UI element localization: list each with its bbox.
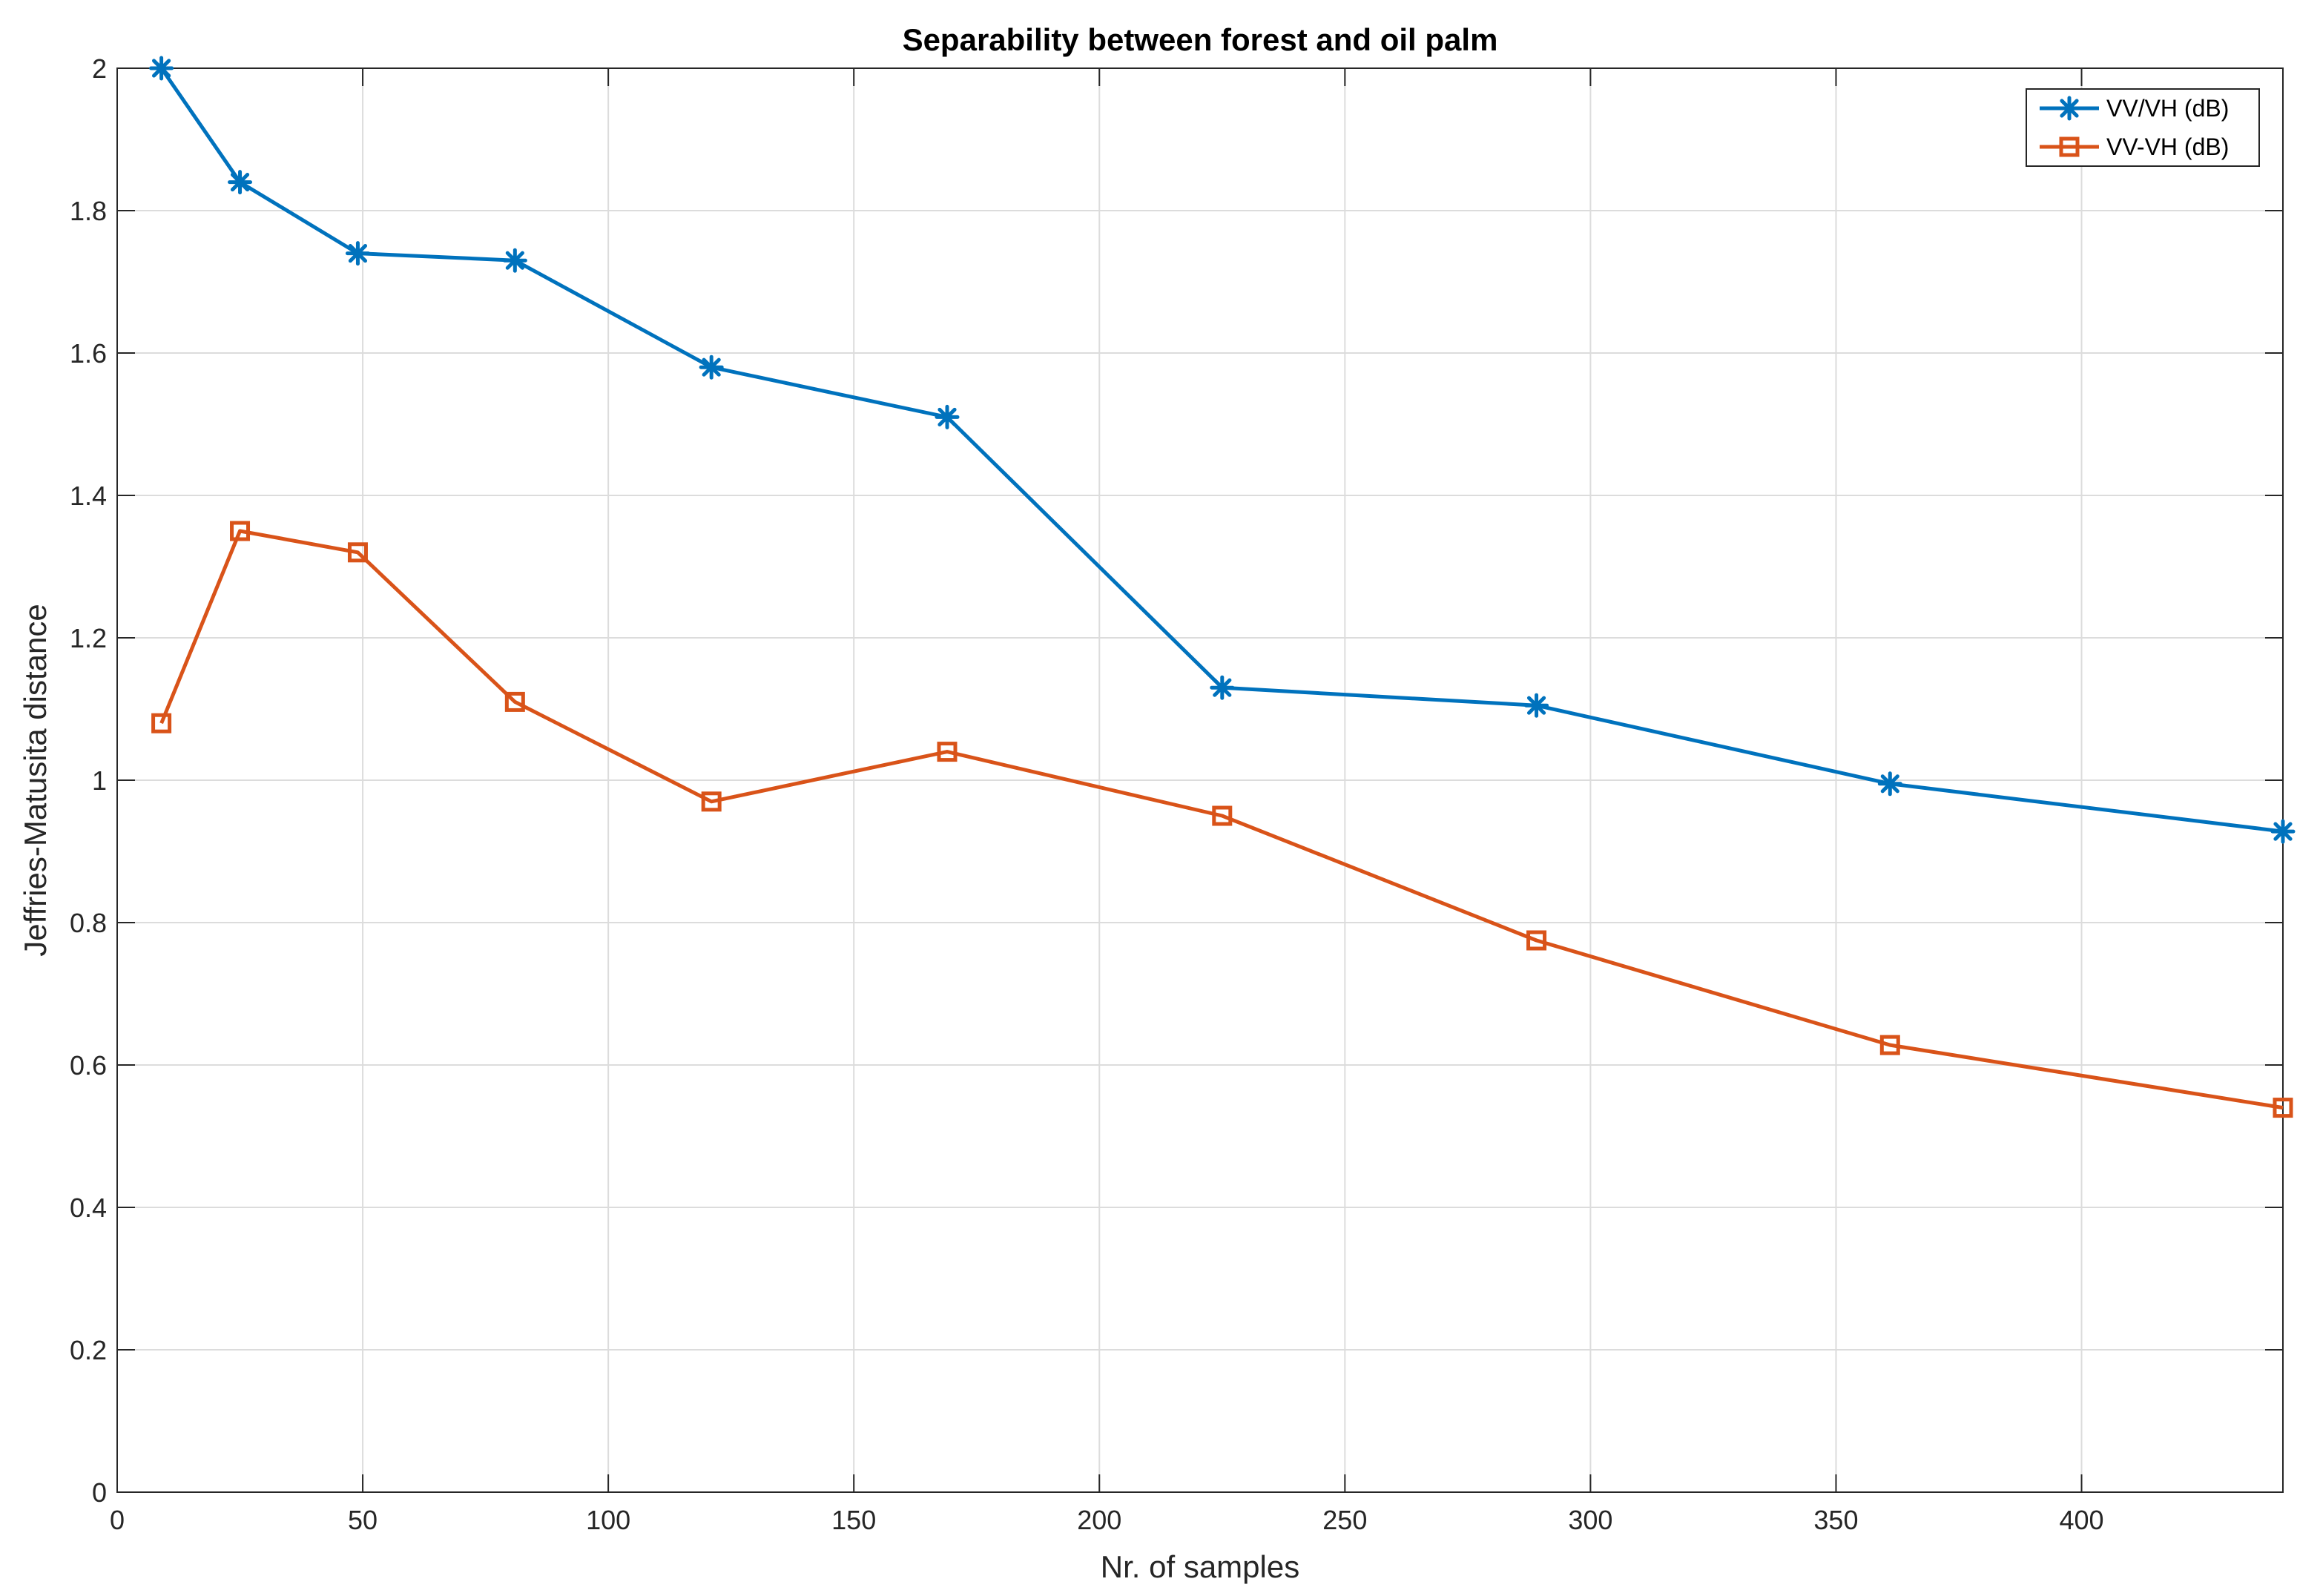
legend-entry-vv-vh-ratio: VV/VH (dB)	[2040, 95, 2229, 122]
x-tick-label: 150	[831, 1505, 876, 1535]
data-point-vv-vh-ratio	[1524, 693, 1549, 718]
data-point-vv-vh-ratio	[935, 404, 960, 429]
legend-marker-vv-vh-ratio	[2057, 96, 2082, 121]
data-point-vv-vh-ratio	[699, 355, 724, 380]
legend-label-vv-vh-difference: VV-VH (dB)	[2106, 133, 2229, 160]
x-tick-label: 400	[2059, 1505, 2103, 1535]
y-axis-label: Jeffries-Matusita distance	[18, 604, 53, 956]
data-point-vv-vh-difference	[2273, 1098, 2293, 1118]
data-point-vv-vh-ratio	[1210, 675, 1235, 700]
data-point-vv-vh-difference	[1879, 1035, 1900, 1055]
y-tick-label: 0.6	[70, 1050, 107, 1081]
series-layer	[149, 56, 2296, 1118]
data-point-vv-vh-ratio	[1877, 771, 1902, 797]
x-tick-label: 350	[1813, 1505, 1858, 1535]
chart-title: Separability between forest and oil palm	[903, 22, 1498, 57]
x-axis-label: Nr. of samples	[1101, 1549, 1299, 1584]
series-vv-vh-difference	[151, 521, 2293, 1118]
series-line-vv-vh-ratio	[159, 67, 2284, 834]
x-tick-label: 100	[586, 1505, 630, 1535]
y-tick-label: 2	[92, 53, 107, 84]
data-point-vv-vh-difference	[701, 791, 722, 812]
x-tick-label: 50	[348, 1505, 378, 1535]
grid	[116, 67, 2283, 1493]
y-tick-label: 0.2	[70, 1335, 107, 1365]
data-point-vv-vh-difference	[230, 521, 251, 541]
legend-entry-vv-vh-difference: VV-VH (dB)	[2040, 133, 2229, 160]
legend-label-vv-vh-ratio: VV/VH (dB)	[2106, 95, 2229, 122]
y-tick-label: 0.4	[70, 1193, 107, 1223]
series-vv-vh-ratio	[149, 56, 2296, 844]
ticks: 0 50 100 150 200 250 300 350 400 0 0.2 0.4 0.6 0.8 1 1.…	[70, 53, 2283, 1535]
x-tick-label: 300	[1568, 1505, 1612, 1535]
data-point-vv-vh-ratio	[228, 170, 253, 195]
data-point-vv-vh-ratio	[2270, 819, 2296, 844]
data-point-vv-vh-difference	[151, 713, 172, 733]
data-point-vv-vh-difference	[347, 542, 368, 563]
data-point-vv-vh-difference	[1526, 930, 1547, 951]
x-tick-label: 200	[1077, 1505, 1121, 1535]
data-point-vv-vh-ratio	[502, 248, 527, 273]
data-point-vv-vh-difference	[1212, 805, 1233, 826]
y-tick-label: 1.4	[70, 481, 107, 511]
legend: VV/VH (dB) VV-VH (dB)	[2026, 88, 2260, 167]
y-tick-label: 0.8	[70, 908, 107, 938]
data-point-vv-vh-ratio	[149, 56, 174, 81]
y-tick-label: 0	[92, 1477, 107, 1508]
y-tick-label: 1.6	[70, 338, 107, 369]
axes-box	[116, 67, 2284, 1493]
y-tick-label: 1.8	[70, 196, 107, 226]
y-tick-label: 1.2	[70, 623, 107, 653]
x-tick-label: 0	[110, 1505, 125, 1535]
x-tick-label: 250	[1322, 1505, 1367, 1535]
legend-marker-vv-vh-difference	[2059, 136, 2080, 157]
data-point-vv-vh-difference	[504, 691, 525, 712]
data-point-vv-vh-ratio	[345, 241, 370, 266]
series-line-vv-vh-difference	[159, 529, 2284, 1110]
y-tick-label: 1	[92, 765, 107, 796]
data-point-vv-vh-difference	[937, 742, 958, 762]
